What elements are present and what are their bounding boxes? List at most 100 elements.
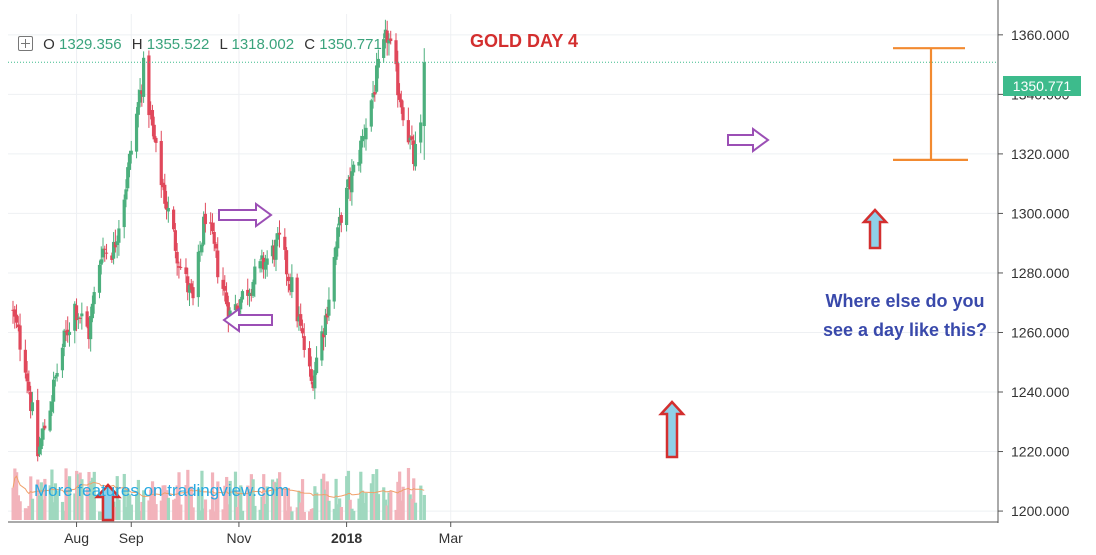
candle-body: [97, 264, 102, 293]
volume-bar: [136, 479, 141, 520]
volume-bar: [387, 492, 391, 520]
volume-bar: [52, 502, 56, 520]
volume-bar: [322, 473, 326, 520]
volume-bar: [85, 488, 89, 520]
volume-bar: [175, 485, 179, 520]
candle-body: [126, 167, 130, 189]
candle-body: [383, 29, 388, 39]
volume-bar: [297, 490, 301, 520]
candle-body: [122, 199, 126, 228]
volume-bar: [150, 481, 155, 520]
volume-bar: [191, 507, 195, 520]
expand-plus-icon[interactable]: [18, 36, 33, 51]
candle-body: [104, 252, 109, 254]
volume-bar: [48, 485, 52, 520]
candle-body: [142, 57, 146, 97]
volume-bar: [360, 490, 365, 520]
candle-body: [369, 100, 373, 127]
candle-body: [408, 137, 412, 141]
volume-bar: [152, 487, 156, 520]
volume-bar: [352, 510, 356, 520]
candle-body: [212, 231, 216, 244]
candle-body: [412, 140, 416, 165]
volume-bar: [286, 487, 291, 520]
candle-body: [196, 251, 200, 298]
candle-body: [51, 379, 56, 402]
volume-bar: [389, 490, 393, 520]
candle-body: [286, 276, 290, 282]
volume-bar: [385, 505, 389, 520]
candle-body: [161, 182, 165, 188]
ohlc-legend: O 1329.356 H 1355.522 L 1318.002 C 1350.…: [18, 36, 382, 53]
candle-body: [41, 428, 45, 440]
volume-bar: [226, 504, 231, 520]
ohlc-low-key: L: [219, 36, 228, 53]
volume-bar: [60, 501, 65, 520]
candle-body: [78, 317, 82, 319]
volume-bar: [382, 487, 386, 520]
candle-body: [152, 124, 156, 140]
candle-body: [99, 259, 103, 265]
candle-body: [357, 162, 361, 166]
volume-bar: [129, 504, 133, 520]
candle-body: [246, 289, 250, 296]
volume-bar: [290, 511, 294, 520]
x-tick-label: 2018: [331, 530, 362, 546]
candle-body: [13, 309, 17, 317]
candle-body: [189, 283, 193, 290]
volume-bar: [30, 498, 35, 520]
volume-bar: [203, 499, 208, 520]
ohlc-close-value: 1350.771: [319, 36, 382, 53]
volume-bar: [200, 470, 204, 520]
volume-bar: [39, 482, 43, 520]
candle-body: [360, 136, 365, 142]
candle-body: [175, 251, 179, 264]
candle-body: [191, 287, 195, 299]
candle-body: [251, 281, 255, 296]
candle-body: [177, 266, 181, 268]
volume-bar: [214, 497, 218, 520]
volume-bar: [140, 501, 144, 520]
candle-body: [113, 242, 117, 248]
candle-body: [25, 373, 29, 382]
volume-bar: [186, 469, 190, 520]
candle-body: [295, 277, 299, 322]
candle-body: [325, 313, 329, 318]
volume-bar: [302, 511, 306, 520]
candle-body: [362, 137, 366, 139]
volume-bar: [408, 494, 412, 520]
candle-body: [92, 292, 96, 305]
candle-body: [74, 305, 79, 321]
candle-body: [249, 294, 253, 296]
up-arrow-marker: [94, 483, 122, 522]
volume-bar: [265, 486, 269, 520]
volume-bar: [15, 472, 19, 520]
volume-bar: [53, 483, 58, 520]
candle-body: [23, 349, 27, 373]
tradingview-watermark[interactable]: More features on tradingview.com: [34, 481, 290, 500]
ohlc-close-key: C: [304, 36, 316, 53]
candle-body: [314, 357, 319, 374]
volume-bar: [233, 471, 238, 520]
candle-body: [129, 150, 133, 155]
volume-bar: [25, 508, 29, 520]
candles-layer: [11, 19, 426, 462]
volume-bar: [154, 504, 158, 520]
volume-bar: [320, 478, 324, 520]
candle-body: [419, 122, 423, 143]
candle-body: [138, 90, 142, 103]
candle-body: [164, 201, 169, 210]
candle-body: [226, 302, 230, 321]
volume-bar: [364, 492, 368, 520]
volume-bar: [142, 490, 146, 520]
volume-bar: [66, 479, 70, 520]
candle-body: [396, 63, 400, 96]
volume-bar: [398, 471, 402, 520]
y-tick-label: 1240.000: [1011, 384, 1070, 400]
volume-bar: [212, 511, 216, 520]
candle-body: [323, 315, 328, 336]
volume-bar: [223, 485, 227, 520]
volume-bar: [179, 504, 183, 520]
volume-bar: [37, 495, 42, 520]
